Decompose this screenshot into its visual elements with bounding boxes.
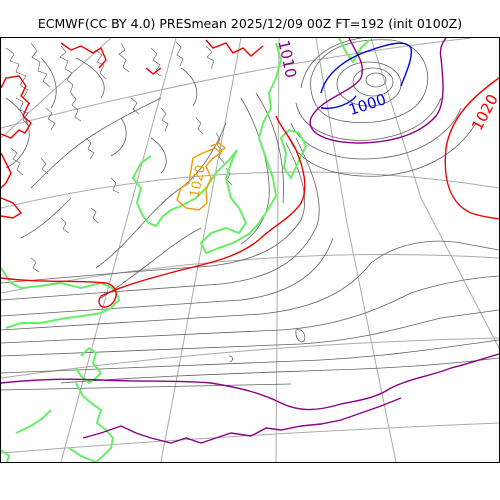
isobar-ring bbox=[336, 61, 402, 107]
isobar-1020-contour bbox=[444, 77, 499, 220]
chart-title: ECMWF(CC BY 4.0) PRESmean 2025/12/09 00Z… bbox=[37, 16, 463, 31]
isobar-1000-contour bbox=[320, 42, 413, 94]
isobar-1020-contour bbox=[1, 115, 306, 308]
isobar-1000 bbox=[320, 42, 413, 110]
terrain-contour bbox=[160, 107, 169, 132]
pressure-map: 1000 1010 1020 1020 bbox=[0, 37, 500, 463]
isobar bbox=[100, 227, 202, 299]
isobar-1000-contour bbox=[320, 95, 357, 110]
terrain-contour bbox=[45, 107, 56, 131]
isobar bbox=[20, 197, 72, 239]
terrain-contour bbox=[70, 92, 82, 122]
isobar bbox=[290, 107, 462, 160]
isobar-ring bbox=[365, 72, 387, 88]
terrain-contour bbox=[110, 177, 120, 194]
isobar-1020-contour bbox=[1, 197, 23, 219]
isobar-ring bbox=[352, 67, 394, 97]
terrain-contour bbox=[205, 45, 215, 70]
isobar bbox=[300, 38, 362, 89]
isobar-1030-contour bbox=[210, 142, 227, 153]
longitude-line bbox=[60, 38, 177, 462]
isobar bbox=[1, 275, 499, 344]
isobar bbox=[1, 137, 320, 301]
longitude-line bbox=[370, 38, 499, 349]
isobar-1010-contour bbox=[1, 353, 499, 411]
coastline-philippines bbox=[75, 382, 115, 462]
isobar bbox=[288, 122, 477, 177]
isobar bbox=[110, 117, 127, 157]
latitude-line bbox=[1, 38, 472, 129]
terrain-contour bbox=[40, 157, 49, 175]
terrain-contour bbox=[195, 117, 204, 135]
isobar-1020 bbox=[1, 39, 499, 308]
longitude-line bbox=[315, 38, 397, 462]
isobar bbox=[295, 97, 442, 141]
coastline-china bbox=[1, 267, 121, 329]
isobar bbox=[1, 383, 292, 391]
isobar bbox=[295, 329, 306, 343]
isobar bbox=[240, 97, 270, 245]
terrain-contour bbox=[59, 45, 74, 94]
terrain-contour bbox=[118, 42, 130, 73]
coastline-island bbox=[68, 447, 97, 462]
isobar bbox=[228, 355, 233, 363]
terrain-contour bbox=[175, 41, 184, 67]
coastline-island bbox=[279, 128, 308, 181]
isobar bbox=[150, 137, 167, 174]
isobar-1010-contour bbox=[309, 38, 447, 144]
terrain-contour bbox=[10, 147, 24, 176]
isobars bbox=[1, 38, 499, 391]
isobar-1020-contour bbox=[60, 42, 107, 69]
latitude-line bbox=[1, 422, 499, 454]
terrain-contour bbox=[90, 207, 99, 224]
latitude-line bbox=[1, 254, 499, 294]
isobar-1010 bbox=[1, 38, 499, 444]
isobar-1020-contour bbox=[205, 39, 264, 57]
coastline-island bbox=[1, 449, 11, 462]
isobar bbox=[30, 97, 162, 189]
graticule bbox=[1, 38, 499, 462]
isobar-1020-contour bbox=[1, 75, 32, 139]
terrain-contour bbox=[30, 42, 51, 88]
isobar bbox=[180, 67, 198, 107]
longitude-line bbox=[275, 38, 280, 462]
contour-label-1000: 1000 bbox=[346, 90, 388, 119]
terrain-contour bbox=[60, 217, 70, 234]
isobar bbox=[75, 57, 105, 99]
coastline-taiwan bbox=[75, 346, 103, 385]
isobar-1030 bbox=[176, 142, 227, 211]
latitude-line bbox=[1, 337, 499, 379]
isobar bbox=[60, 357, 499, 384]
pressure-map-canvas: 1000 1010 1020 1020 bbox=[1, 38, 499, 462]
isobar-1030-contour bbox=[176, 147, 223, 211]
contour-label-1020-east: 1020 bbox=[468, 91, 499, 133]
terrain-contour bbox=[85, 137, 95, 160]
contour-label-1020-land: 1020 bbox=[187, 164, 209, 199]
isobar bbox=[255, 92, 284, 204]
isobar bbox=[40, 57, 57, 109]
coastline-kamchatka bbox=[338, 38, 370, 64]
coastline-korea-japan bbox=[131, 42, 283, 255]
isobar bbox=[5, 97, 30, 169]
terrain-contour bbox=[130, 97, 140, 115]
terrain-contour bbox=[5, 47, 31, 105]
isobar-1010-contour bbox=[82, 397, 402, 444]
isobar bbox=[1, 142, 306, 284]
terrain-contour bbox=[30, 257, 40, 273]
isobar bbox=[1, 237, 334, 317]
isobar-1020-contour bbox=[1, 152, 12, 189]
terrain-contours bbox=[5, 41, 233, 273]
terrain-contour bbox=[150, 47, 162, 77]
latitude-line bbox=[1, 171, 499, 209]
coastlines bbox=[1, 38, 370, 462]
coastline-island bbox=[15, 409, 52, 434]
terrain-contour bbox=[215, 132, 225, 164]
isobar-1020-contour bbox=[145, 67, 162, 75]
longitude-line bbox=[160, 38, 242, 462]
terrain-contour bbox=[95, 49, 107, 80]
